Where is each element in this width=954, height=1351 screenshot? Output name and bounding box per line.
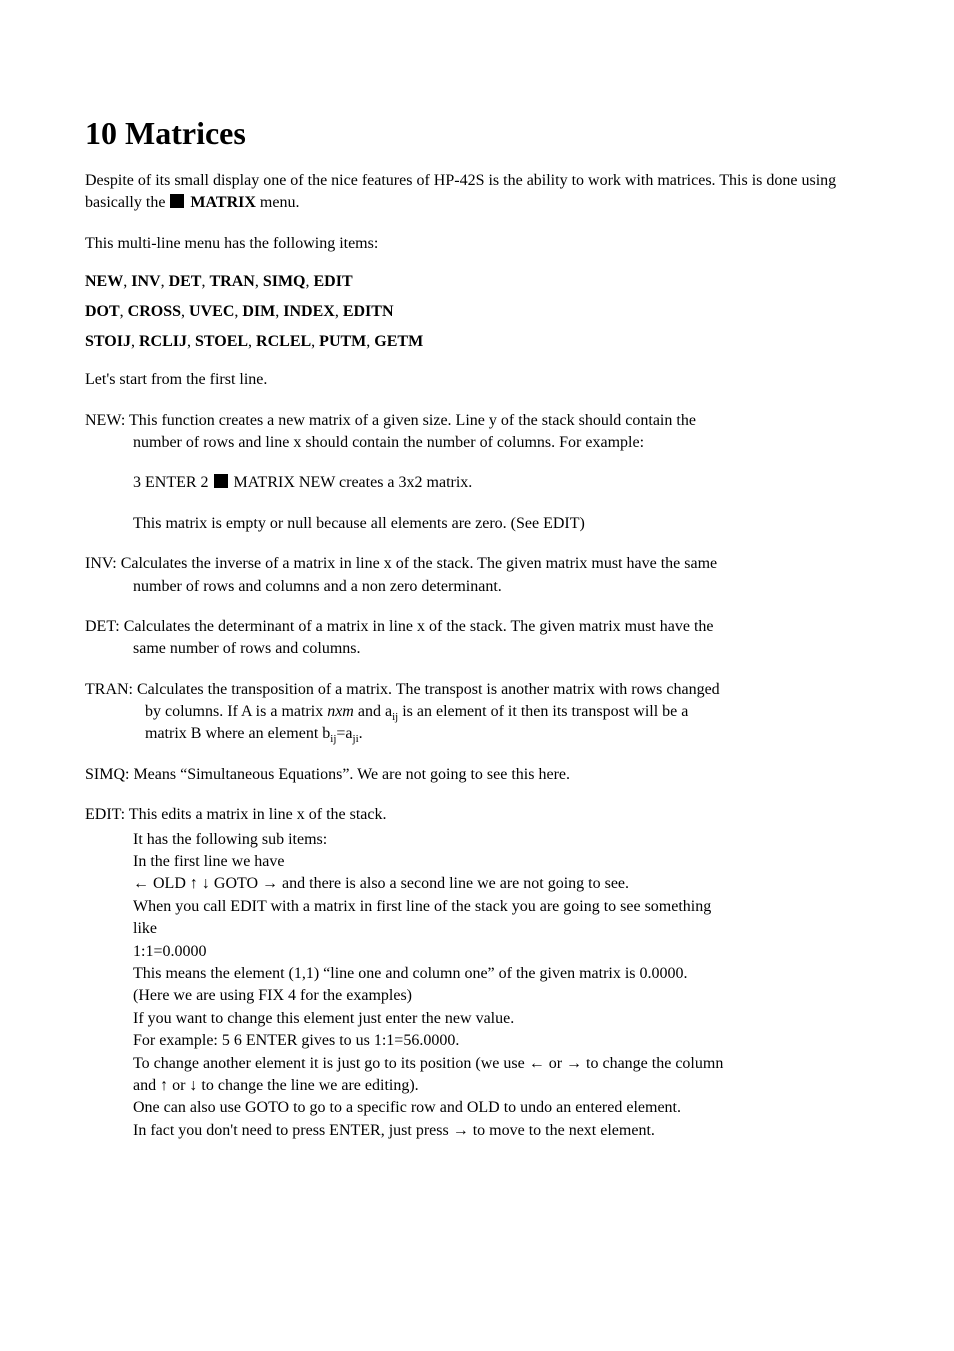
intro-text-3: menu. [256, 194, 300, 211]
edit-l12: To change another element it is just go … [133, 1053, 869, 1075]
def-new-line1: NEW: This function creates a new matrix … [85, 410, 869, 432]
def-new-example: 3 ENTER 2 MATRIX NEW creates a 3x2 matri… [85, 472, 869, 494]
menu-item: RCLEL [256, 333, 311, 350]
menu-item: NEW [85, 273, 123, 290]
multiline-intro: This multi-line menu has the following i… [85, 233, 869, 255]
intro-paragraph: Despite of its small display one of the … [85, 170, 869, 215]
edit-l10: If you want to change this element just … [133, 1008, 869, 1030]
intro-matrix-label: MATRIX [186, 194, 255, 211]
menu-item: EDITN [343, 303, 394, 320]
shift-key-icon [214, 474, 228, 488]
def-new-example-line: 3 ENTER 2 MATRIX NEW creates a 3x2 matri… [85, 472, 869, 494]
menu-item: DIM [242, 303, 275, 320]
edit-l15: In fact you don't need to press ENTER, j… [133, 1120, 869, 1142]
tran-l3-eq: =a [336, 725, 352, 742]
menu-item: UVEC [189, 303, 234, 320]
edit-l11: For example: 5 6 ENTER gives to us 1:1=5… [133, 1030, 869, 1052]
def-inv-line2: number of rows and columns and a non zer… [85, 576, 869, 598]
def-tran-line1: TRAN: Calculates the transposition of a … [85, 679, 869, 701]
menu-item: INV [131, 273, 160, 290]
menu-item: SIMQ [263, 273, 306, 290]
new-example-text-a: 3 ENTER 2 [133, 474, 213, 491]
def-tran: TRAN: Calculates the transposition of a … [85, 679, 869, 746]
edit-l7: 1:1=0.0000 [133, 941, 869, 963]
menu-item: GETM [374, 333, 423, 350]
edit-l3: In the first line we have [133, 851, 869, 873]
menu-item: STOIJ [85, 333, 131, 350]
def-det-line1: DET: Calculates the determinant of a mat… [85, 616, 869, 638]
tran-l3-a: matrix B where an element b [145, 725, 330, 742]
page-title: 10 Matrices [85, 115, 869, 152]
menu-row-1: NEW, INV, DET, TRAN, SIMQ, EDIT [85, 273, 869, 291]
menu-item: PUTM [319, 333, 366, 350]
tran-l2-a: by columns. If A is a matrix [145, 703, 327, 720]
def-edit-body: It has the following sub items: In the f… [85, 829, 869, 1142]
tran-l2-c: is an element of it then its transpost w… [398, 703, 688, 720]
edit-l13: and ↑ or ↓ to change the line we are edi… [133, 1075, 869, 1097]
menu-item: DOT [85, 303, 120, 320]
def-new-after: This matrix is empty or null because all… [85, 513, 869, 535]
tran-l2-b: and a [354, 703, 392, 720]
def-new-after-text: This matrix is empty or null because all… [85, 513, 869, 535]
def-det: DET: Calculates the determinant of a mat… [85, 616, 869, 661]
edit-l6: like [133, 918, 869, 940]
edit-l14: One can also use GOTO to go to a specifi… [133, 1097, 869, 1119]
menu-item: CROSS [128, 303, 181, 320]
def-tran-line3: matrix B where an element bij=aji. [85, 723, 869, 745]
def-simq: SIMQ: Means “Simultaneous Equations”. We… [85, 764, 869, 786]
edit-l2: It has the following sub items: [133, 829, 869, 851]
def-edit: EDIT: This edits a matrix in line x of t… [85, 804, 869, 826]
menu-row-2: DOT, CROSS, UVEC, DIM, INDEX, EDITN [85, 303, 869, 321]
document-page: 10 Matrices Despite of its small display… [0, 0, 954, 1232]
def-inv: INV: Calculates the inverse of a matrix … [85, 553, 869, 598]
edit-l9: (Here we are using FIX 4 for the example… [133, 985, 869, 1007]
shift-key-icon [170, 194, 184, 208]
menu-item: TRAN [209, 273, 254, 290]
edit-l5: When you call EDIT with a matrix in firs… [133, 896, 869, 918]
def-inv-line1: INV: Calculates the inverse of a matrix … [85, 553, 869, 575]
def-new-line2: number of rows and line x should contain… [85, 432, 869, 454]
edit-l4: ← OLD ↑ ↓ GOTO → and there is also a sec… [133, 873, 869, 895]
menu-item: EDIT [314, 273, 353, 290]
menu-row-3: STOIJ, RCLIJ, STOEL, RCLEL, PUTM, GETM [85, 333, 869, 351]
menu-item: RCLIJ [139, 333, 187, 350]
menu-item: DET [169, 273, 202, 290]
tran-nxm: nxm [327, 703, 354, 720]
start-line: Let's start from the first line. [85, 369, 869, 391]
def-new: NEW: This function creates a new matrix … [85, 410, 869, 455]
edit-l8: This means the element (1,1) “line one a… [133, 963, 869, 985]
def-det-line2: same number of rows and columns. [85, 638, 869, 660]
new-example-text-b: MATRIX NEW creates a 3x2 matrix. [230, 474, 473, 491]
def-tran-line2: by columns. If A is a matrix nxm and aij… [85, 701, 869, 723]
tran-l3-dot: . [359, 725, 363, 742]
menu-item: INDEX [283, 303, 335, 320]
menu-item: STOEL [195, 333, 248, 350]
def-edit-line1: EDIT: This edits a matrix in line x of t… [85, 804, 869, 826]
